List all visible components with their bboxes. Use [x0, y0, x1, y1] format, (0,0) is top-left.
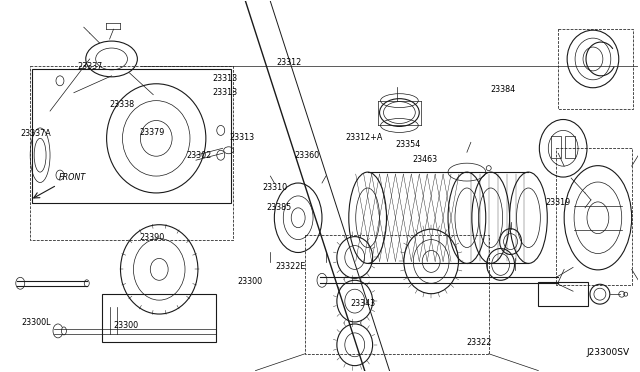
Bar	[551, 137, 561, 158]
Ellipse shape	[61, 327, 67, 335]
Text: 23343: 23343	[351, 299, 376, 308]
Bar	[30, 66, 233, 240]
Text: 23300: 23300	[237, 278, 262, 286]
Text: 23338: 23338	[109, 100, 134, 109]
Text: 23463: 23463	[412, 155, 437, 164]
Text: 23390: 23390	[139, 233, 164, 242]
Bar	[556, 148, 632, 285]
Text: 23310: 23310	[263, 183, 288, 192]
Bar	[305, 235, 489, 354]
Text: 23313: 23313	[212, 74, 237, 83]
Text: 23379: 23379	[139, 128, 164, 137]
Bar	[32, 69, 230, 203]
Text: 23302: 23302	[187, 151, 212, 160]
Text: 23360: 23360	[294, 151, 320, 160]
Text: 23354: 23354	[395, 140, 420, 149]
Text: 23313: 23313	[230, 133, 255, 142]
Text: 23319: 23319	[545, 198, 571, 207]
Text: FRONT: FRONT	[58, 173, 86, 182]
Text: 23312+A: 23312+A	[346, 133, 383, 142]
Text: 23300: 23300	[113, 321, 139, 330]
Text: 23322: 23322	[466, 338, 492, 347]
Bar	[102, 294, 216, 342]
Text: 23300L: 23300L	[22, 318, 51, 327]
Text: 23337A: 23337A	[20, 129, 51, 138]
Text: 23313: 23313	[212, 89, 237, 97]
Text: 23385: 23385	[266, 203, 291, 212]
Bar	[565, 137, 575, 158]
Text: 23384: 23384	[490, 85, 515, 94]
Text: J23300SV: J23300SV	[586, 348, 630, 357]
Bar	[558, 29, 633, 109]
Text: 23337: 23337	[77, 61, 102, 71]
Text: 23322E: 23322E	[276, 262, 306, 271]
Text: 23312: 23312	[277, 58, 302, 67]
Bar	[538, 282, 588, 306]
